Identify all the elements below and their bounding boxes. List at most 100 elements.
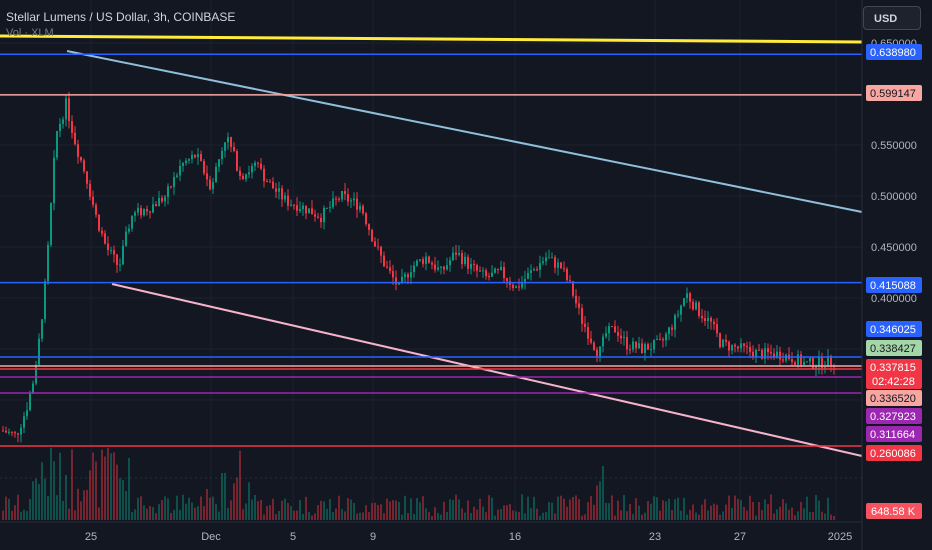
volume-bar [551, 502, 553, 520]
symbol-title[interactable]: Stellar Lumens / US Dollar, 3h, COINBASE [6, 10, 236, 24]
volume-bar [32, 481, 34, 520]
volume-bar [305, 496, 307, 520]
candle-body [413, 265, 415, 273]
candle-body [437, 267, 439, 270]
candle-body [764, 348, 766, 359]
volume-bar [581, 515, 583, 520]
candle-body [431, 262, 433, 265]
volume-bar [68, 508, 70, 520]
candle-body [533, 269, 535, 271]
volume-bar [26, 510, 28, 520]
volume-bar [110, 453, 112, 520]
candle-body [482, 270, 484, 272]
volume-bar [809, 511, 811, 520]
volume-bar [368, 512, 370, 520]
candle-body [164, 196, 166, 202]
volume-bar [92, 452, 94, 520]
candle-body [344, 191, 346, 195]
price-tag-label: 0.415088 [870, 280, 916, 292]
volume-bar [509, 504, 511, 520]
candle-body [113, 250, 115, 255]
candle-body [269, 181, 271, 183]
volume-bar [260, 499, 262, 520]
candle-body [407, 274, 409, 278]
volume-bar [302, 513, 304, 520]
candle-body [200, 154, 202, 161]
candle-body [368, 224, 370, 230]
volume-bar [626, 511, 628, 520]
candle-body [446, 265, 448, 270]
candle-body [74, 132, 76, 145]
volume-bar [221, 473, 223, 520]
candle-body [383, 255, 385, 267]
price-tick-label: 0.550000 [871, 140, 917, 152]
candle-body [38, 338, 40, 365]
candle-body [215, 166, 217, 183]
volume-bar [20, 511, 22, 520]
volume-bar [107, 447, 109, 520]
price-tick-label: 0.450000 [871, 242, 917, 254]
volume-bar [134, 509, 136, 520]
volume-bar [101, 449, 103, 520]
currency-button[interactable]: USD [863, 6, 921, 30]
volume-bar [137, 497, 139, 520]
volume-bar [749, 495, 751, 520]
candle-body [257, 162, 259, 164]
volume-bar [116, 464, 118, 520]
candle-body [473, 264, 475, 266]
volume-bar [563, 498, 565, 520]
candle-body [320, 217, 322, 223]
candle-body [560, 262, 562, 269]
candle-body [479, 270, 481, 272]
candle-body [404, 274, 406, 277]
candle-body [359, 206, 361, 210]
candle-body [317, 216, 319, 218]
volume-bar [704, 499, 706, 520]
candle-body [701, 315, 703, 319]
candle-body [332, 198, 334, 208]
volume-bar [152, 507, 154, 520]
candle-body [614, 326, 616, 333]
time-tick-label: 27 [734, 531, 746, 543]
volume-bar [794, 515, 796, 520]
volume-bar [773, 513, 775, 520]
volume-bar [449, 499, 451, 520]
candle-body [698, 302, 700, 316]
candle-body [737, 346, 739, 349]
volume-bar [758, 501, 760, 520]
candle-body [539, 263, 541, 270]
candle-body [65, 98, 67, 120]
candle-body [581, 307, 583, 324]
volume-bar [650, 503, 652, 520]
price-tag [866, 408, 922, 424]
volume-bar [41, 462, 43, 520]
volume-bar [5, 496, 7, 520]
volume-bar [638, 505, 640, 520]
volume-bar [200, 496, 202, 520]
candle-body [323, 207, 325, 223]
candle-body [476, 265, 478, 271]
volume-bar [422, 496, 424, 520]
candle-body [353, 198, 355, 201]
volume-bar [53, 461, 55, 520]
volume-bar [224, 472, 226, 520]
candle-body [98, 214, 100, 231]
volume-bar [782, 499, 784, 520]
candle-body [239, 170, 241, 176]
volume-bar [455, 494, 457, 520]
candle-body [563, 268, 565, 270]
candle-body [416, 260, 418, 266]
volume-bar [677, 497, 679, 520]
volume-bar [827, 497, 829, 520]
price-tag [866, 426, 922, 442]
candle-body [728, 341, 730, 351]
volume-bar [236, 477, 238, 520]
volume-bar [83, 490, 85, 520]
candle-body [392, 271, 394, 278]
volume-bar [674, 499, 676, 520]
candle-body [155, 204, 157, 207]
volume-bar [317, 505, 319, 520]
candle-body [275, 188, 277, 192]
